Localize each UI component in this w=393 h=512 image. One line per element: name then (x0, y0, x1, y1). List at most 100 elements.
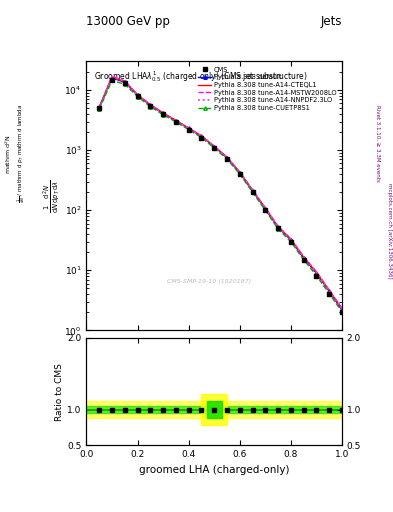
Pythia 8.308 tune-CUETP8S1 (148, 103, 152, 110)
Pythia 8.308 tune-A14-NNPDF2.3LO (327, 287, 332, 293)
Legend: CMS, Pythia 8.308 default, Pythia 8.308 tune-A14-CTEQL1, Pythia 8.308 tune-A14-M: CMS, Pythia 8.308 default, Pythia 8.308 … (196, 65, 339, 113)
Pythia 8.308 tune-A14-MSTW2008LO (288, 236, 293, 242)
Pythia 8.308 tune-A14-NNPDF2.3LO (237, 169, 242, 175)
Bar (86, 406, 342, 413)
Pythia 8.308 tune-A14-CTEQL1 (250, 187, 255, 194)
Pythia 8.308 tune-CUETP8S1 (110, 77, 114, 83)
Pythia 8.308 default (327, 288, 332, 294)
Pythia 8.308 tune-CUETP8S1 (276, 226, 281, 232)
Text: $\frac{1}{\mathrm{d}N}$ / mathrm d $p_T$ mathrm d lambda: $\frac{1}{\mathrm{d}N}$ / mathrm d $p_T$… (16, 104, 28, 203)
Pythia 8.308 tune-A14-MSTW2008LO (327, 287, 332, 293)
Pythia 8.308 tune-A14-NNPDF2.3LO (263, 205, 268, 211)
Pythia 8.308 tune-CUETP8S1 (225, 156, 230, 162)
Pythia 8.308 tune-A14-MSTW2008LO (148, 101, 152, 108)
Pythia 8.308 tune-A14-NNPDF2.3LO (186, 125, 191, 131)
Pythia 8.308 default (135, 92, 140, 98)
Pythia 8.308 tune-A14-NNPDF2.3LO (123, 78, 127, 84)
Y-axis label: $\frac{1}{\mathrm{d}N} \frac{\mathrm{d}^2 N}{\mathrm{d}p_T\, \mathrm{d}\lambda}$: $\frac{1}{\mathrm{d}N} \frac{\mathrm{d}^… (41, 179, 62, 213)
Line: Pythia 8.308 tune-A14-CTEQL1: Pythia 8.308 tune-A14-CTEQL1 (99, 77, 342, 309)
Pythia 8.308 default (288, 237, 293, 243)
Pythia 8.308 tune-CUETP8S1 (212, 145, 217, 151)
Text: Rivet 3.1.10, ≥ 3.3M events: Rivet 3.1.10, ≥ 3.3M events (375, 105, 380, 182)
Pythia 8.308 tune-CUETP8S1 (250, 189, 255, 195)
Pythia 8.308 tune-A14-CTEQL1 (237, 169, 242, 175)
Pythia 8.308 tune-A14-NNPDF2.3LO (135, 92, 140, 98)
CMS (161, 111, 165, 117)
Pythia 8.308 tune-CUETP8S1 (199, 135, 204, 141)
Pythia 8.308 tune-A14-CTEQL1 (135, 92, 140, 98)
Pythia 8.308 tune-A14-MSTW2008LO (212, 143, 217, 150)
CMS (250, 189, 255, 195)
Pythia 8.308 default (123, 79, 127, 86)
Pythia 8.308 default (225, 155, 230, 161)
Pythia 8.308 tune-CUETP8S1 (186, 126, 191, 133)
CMS (135, 93, 140, 99)
Pythia 8.308 tune-A14-MSTW2008LO (199, 133, 204, 139)
Pythia 8.308 default (97, 104, 101, 110)
Line: Pythia 8.308 tune-A14-MSTW2008LO: Pythia 8.308 tune-A14-MSTW2008LO (99, 76, 342, 308)
CMS (186, 126, 191, 133)
Pythia 8.308 default (110, 75, 114, 81)
Pythia 8.308 default (212, 143, 217, 150)
CMS (225, 156, 230, 162)
Line: CMS: CMS (97, 77, 344, 315)
Text: mcplots.cern.ch [arXiv:1306.3436]: mcplots.cern.ch [arXiv:1306.3436] (387, 183, 391, 278)
Pythia 8.308 tune-A14-MSTW2008LO (135, 92, 140, 98)
Pythia 8.308 tune-A14-MSTW2008LO (174, 117, 178, 123)
Pythia 8.308 tune-A14-NNPDF2.3LO (110, 74, 114, 80)
Pythia 8.308 tune-A14-MSTW2008LO (161, 110, 165, 116)
Bar (202, 394, 227, 425)
Pythia 8.308 tune-A14-NNPDF2.3LO (288, 236, 293, 242)
Pythia 8.308 default (340, 307, 344, 313)
Pythia 8.308 tune-A14-NNPDF2.3LO (97, 105, 101, 111)
Pythia 8.308 default (250, 188, 255, 194)
Text: CMS-SMP-19-10 (1920187): CMS-SMP-19-10 (1920187) (167, 280, 251, 285)
Line: Pythia 8.308 tune-CUETP8S1: Pythia 8.308 tune-CUETP8S1 (97, 79, 343, 313)
Pythia 8.308 tune-A14-CTEQL1 (110, 74, 114, 80)
Pythia 8.308 tune-A14-MSTW2008LO (250, 187, 255, 193)
Pythia 8.308 tune-A14-CTEQL1 (276, 224, 281, 230)
CMS (123, 80, 127, 87)
CMS (148, 102, 152, 109)
Pythia 8.308 default (314, 270, 319, 276)
Pythia 8.308 tune-A14-NNPDF2.3LO (212, 143, 217, 150)
Pythia 8.308 tune-A14-MSTW2008LO (276, 223, 281, 229)
Pythia 8.308 tune-CUETP8S1 (135, 94, 140, 100)
Pythia 8.308 tune-A14-CTEQL1 (161, 110, 165, 116)
Pythia 8.308 default (161, 110, 165, 116)
Pythia 8.308 default (199, 133, 204, 139)
Text: 13000 GeV pp: 13000 GeV pp (86, 15, 170, 28)
Pythia 8.308 tune-A14-CTEQL1 (123, 79, 127, 85)
Pythia 8.308 tune-CUETP8S1 (237, 171, 242, 177)
Pythia 8.308 tune-A14-CTEQL1 (225, 154, 230, 160)
Bar (207, 401, 222, 418)
CMS (237, 171, 242, 177)
Pythia 8.308 tune-A14-CTEQL1 (288, 236, 293, 242)
Line: Pythia 8.308 tune-A14-NNPDF2.3LO: Pythia 8.308 tune-A14-NNPDF2.3LO (99, 77, 342, 308)
Pythia 8.308 tune-A14-CTEQL1 (327, 287, 332, 293)
CMS (288, 239, 293, 245)
Pythia 8.308 tune-A14-NNPDF2.3LO (161, 110, 165, 116)
Pythia 8.308 tune-A14-CTEQL1 (212, 143, 217, 150)
Pythia 8.308 tune-A14-MSTW2008LO (301, 253, 306, 260)
CMS (327, 291, 332, 297)
CMS (110, 76, 114, 82)
CMS (314, 273, 319, 279)
Pythia 8.308 tune-A14-MSTW2008LO (123, 78, 127, 84)
Pythia 8.308 tune-A14-CTEQL1 (186, 125, 191, 131)
Pythia 8.308 tune-A14-NNPDF2.3LO (340, 305, 344, 311)
Pythia 8.308 tune-A14-CTEQL1 (174, 117, 178, 123)
Pythia 8.308 default (263, 206, 268, 212)
Line: Pythia 8.308 default: Pythia 8.308 default (97, 76, 343, 311)
Pythia 8.308 tune-A14-CTEQL1 (97, 104, 101, 111)
CMS (174, 118, 178, 124)
Pythia 8.308 tune-A14-CTEQL1 (263, 205, 268, 211)
X-axis label: groomed LHA (charged-only): groomed LHA (charged-only) (139, 465, 289, 475)
Pythia 8.308 tune-CUETP8S1 (263, 207, 268, 214)
Bar (86, 401, 342, 418)
Pythia 8.308 tune-A14-NNPDF2.3LO (314, 269, 319, 275)
Pythia 8.308 default (148, 102, 152, 109)
CMS (199, 135, 204, 141)
Y-axis label: Ratio to CMS: Ratio to CMS (55, 362, 64, 420)
Pythia 8.308 tune-CUETP8S1 (327, 290, 332, 296)
